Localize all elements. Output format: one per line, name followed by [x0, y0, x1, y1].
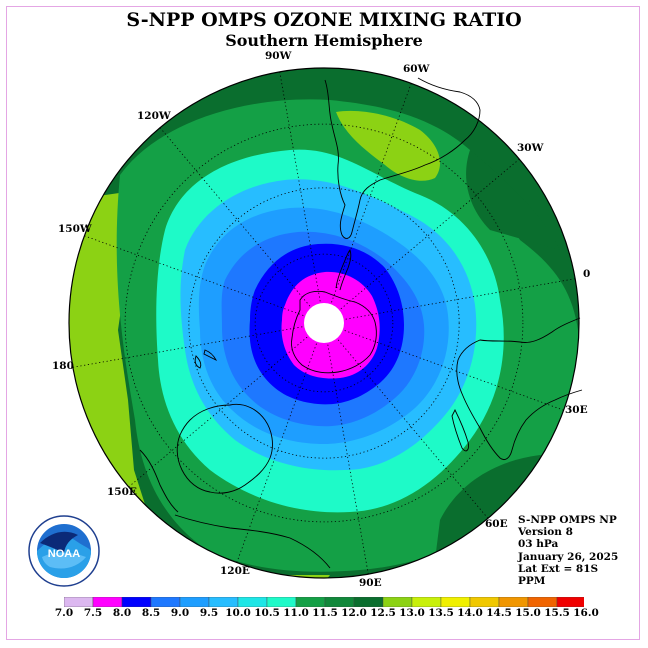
colorbar-tick-label: 9.5 — [199, 607, 219, 619]
info-instrument: S-NPP OMPS NP — [518, 514, 617, 526]
new-guinea-coast — [139, 449, 179, 513]
colorbar-swatch — [469, 597, 500, 607]
meridian-line — [344, 330, 564, 411]
colorbar-tick-label: 10.5 — [254, 607, 280, 619]
colorbar-swatch — [295, 597, 326, 607]
polar-data-gap — [304, 303, 344, 343]
map-boundary — [68, 67, 580, 579]
noaa-logo: NOAA — [28, 515, 100, 587]
logo-text: NOAA — [48, 548, 80, 560]
lon-label-150w: 150W — [58, 223, 92, 235]
meridian-line — [337, 339, 489, 519]
meridian-line — [331, 83, 412, 303]
colorbar-swatch — [382, 597, 413, 607]
colorbar-tick-label: 14.0 — [457, 607, 483, 619]
colorbar-tick-label: 16.0 — [573, 607, 599, 619]
colorbar-swatch — [411, 597, 442, 607]
colorbar-swatch — [179, 597, 210, 607]
colorbar-tick-label: 13.0 — [399, 607, 425, 619]
colorbar-swatch — [64, 597, 94, 607]
colorbar-tick-label: 8.0 — [112, 607, 132, 619]
lon-label-120e: 120E — [220, 565, 250, 577]
lon-label-120w: 120W — [137, 110, 171, 122]
meridian-line — [159, 127, 311, 307]
meridian-line — [327, 344, 369, 575]
colorbar-swatch — [150, 597, 181, 607]
new-zealand-coast — [194, 349, 218, 369]
info-lat-ext: Lat Ext = 81S — [518, 562, 599, 575]
lon-label-30w: 30W — [517, 142, 544, 154]
lon-label-90w: 90W — [265, 50, 292, 62]
map-frame — [6, 6, 640, 640]
antarctic-peninsula — [335, 249, 352, 291]
lon-label-60e: 60E — [485, 518, 508, 530]
meridian-line — [340, 158, 520, 310]
colorbar-tick-label: 10.0 — [225, 607, 251, 619]
lon-label-0: 0 — [583, 268, 591, 280]
antarctica-coast — [291, 290, 377, 374]
map-subtitle: Southern Hemisphere — [225, 31, 423, 50]
lon-label-180: 180 — [52, 360, 74, 372]
lon-label-30e: 30E — [565, 404, 588, 416]
latitude-circle — [188, 187, 460, 459]
colorbar-tick-label: 13.5 — [428, 607, 454, 619]
info-block: S-NPP OMPS NP Version 8 03 hPa January 2… — [518, 514, 618, 587]
colorbar-swatch — [527, 597, 558, 607]
colorbar-swatch — [266, 597, 297, 607]
meridian-line — [128, 336, 308, 488]
contour-12-0-ne — [466, 150, 560, 250]
colorbar-tick-label: 12.0 — [341, 607, 367, 619]
colorbar-swatch — [353, 597, 384, 607]
contour-12-5-north — [336, 110, 440, 181]
colorbar-swatch — [208, 597, 239, 607]
colorbar-tick-label: 7.5 — [83, 607, 103, 619]
lon-label-90e: 90E — [359, 577, 382, 589]
info-version: Version 8 — [518, 526, 573, 539]
colorbar-swatch — [237, 597, 268, 607]
indonesia-coast — [174, 514, 331, 569]
info-level: 03 hPa — [518, 538, 559, 551]
colorbar-tick-label: 11.0 — [283, 607, 309, 619]
info-date: January 26, 2025 — [518, 550, 619, 563]
colorbar-swatch — [324, 597, 355, 607]
lon-label-150e: 150E — [107, 486, 137, 498]
colorbar-tick-label: 8.5 — [141, 607, 161, 619]
madagascar-coast — [451, 408, 469, 452]
colorbar-tick-label: 15.5 — [544, 607, 570, 619]
colorbar-tick-label: 12.5 — [370, 607, 396, 619]
colorbar-tick-label: 7.0 — [54, 607, 74, 619]
latitude-circle — [124, 123, 524, 523]
lon-label-60w: 60W — [403, 63, 430, 75]
meridian-line — [84, 235, 304, 316]
graticule — [68, 67, 580, 579]
map-title: S-NPP OMPS OZONE MIXING RATIO — [126, 9, 522, 31]
colorbar-tick-label: 11.5 — [312, 607, 338, 619]
meridian-line — [236, 343, 317, 563]
coastlines — [139, 77, 583, 569]
colorbar-tick-label: 15.0 — [515, 607, 541, 619]
latitude-circle — [254, 253, 394, 393]
colorbar-tick-label: 9.0 — [170, 607, 190, 619]
colorbar — [64, 597, 584, 607]
colorbar-swatch — [556, 597, 584, 607]
africa-coast — [456, 317, 583, 461]
colorbar-swatch — [121, 597, 152, 607]
colorbar-swatch — [92, 597, 123, 607]
colorbar-swatch — [498, 597, 529, 607]
australia-coast — [176, 403, 273, 494]
meridian-line — [72, 326, 303, 368]
south-america-coast — [324, 77, 481, 239]
meridian-line — [345, 278, 576, 320]
info-units: PPM — [518, 575, 546, 588]
meridian-line — [279, 71, 321, 302]
colorbar-swatch — [440, 597, 471, 607]
colorbar-tick-label: 14.5 — [486, 607, 512, 619]
